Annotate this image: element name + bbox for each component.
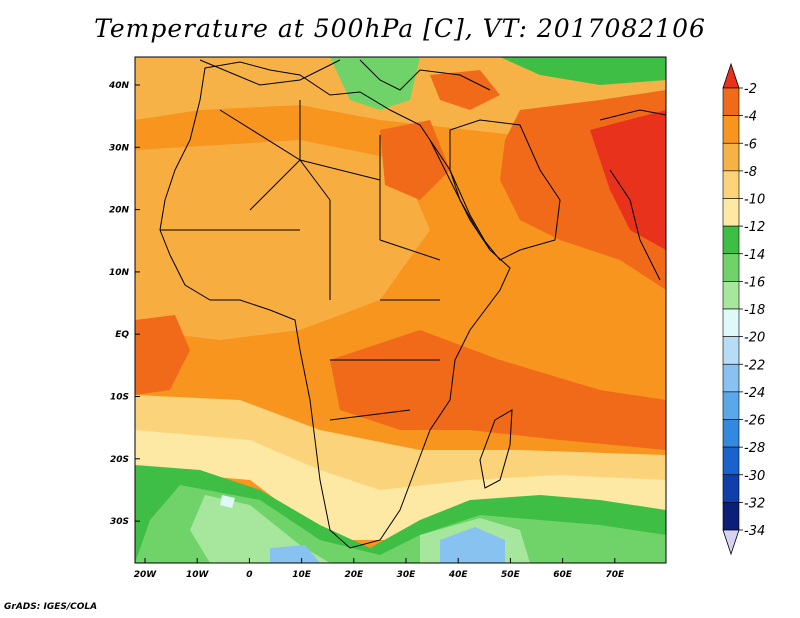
colorbar-swatch	[722, 142, 740, 172]
colorbar-swatch	[722, 391, 740, 420]
lat-tick-label: 10S	[110, 393, 129, 403]
colorbar-swatch	[722, 336, 740, 365]
colorbar-swatch	[722, 281, 740, 310]
colorbar-top-arrow	[722, 62, 740, 89]
colorbar-swatch	[722, 170, 740, 199]
colorbar-swatch	[722, 198, 740, 227]
colorbar-swatch	[722, 115, 740, 144]
colorbar-swatch	[722, 446, 740, 476]
field-caspian-green	[500, 57, 666, 85]
lat-tick-label: 30S	[110, 517, 129, 527]
longitude-axis: 20W 10W 0 10E 20E 30E 40E 50E 60E 70E	[134, 558, 625, 580]
africa-coastline	[159, 61, 511, 549]
field-hot-turkey	[430, 70, 500, 110]
colorbar-swatch	[722, 363, 740, 393]
colorbar-label: -2	[744, 82, 757, 97]
lat-tick-label: 20N	[109, 206, 130, 216]
colorbar-bottom-arrow	[722, 529, 740, 556]
colorbar: -2 -4 -6 -8 -10 -12 -14 -16 -18 -20 -22 -24 -26 -28 -3…	[722, 62, 765, 556]
lon-tick-label: 60E	[553, 570, 573, 580]
lat-tick-label: EQ	[115, 330, 129, 340]
lat-tick-label: 10N	[109, 268, 130, 278]
lon-tick-label: 0	[246, 570, 252, 580]
lat-tick-label: 20S	[110, 455, 129, 465]
colorbar-label: -4	[744, 110, 757, 125]
colorbar-label: -24	[744, 386, 765, 401]
lon-tick-label: 10W	[186, 570, 210, 580]
colorbar-swatch	[722, 502, 740, 531]
colorbar-swatch	[722, 253, 740, 282]
colorbar-swatch	[722, 87, 740, 116]
colorbar-label: -34	[744, 524, 765, 539]
colorbar-label: -10	[744, 193, 765, 208]
colorbar-swatch	[722, 308, 740, 337]
colorbar-label: -32	[744, 496, 765, 511]
colorbar-swatch	[722, 474, 740, 503]
latitude-axis: 40N 30N 20N 10N EQ 10S 20S 30S	[108, 81, 140, 527]
lat-tick-label: 40N	[108, 81, 130, 91]
field-hot-atlantic	[135, 315, 190, 395]
red-sea-coast	[429, 139, 491, 251]
india-coastline	[599, 109, 666, 281]
field-cold-blue-west	[270, 545, 320, 563]
colorbar-label: -28	[744, 441, 765, 456]
field-west-band	[135, 140, 430, 340]
colorbar-label: -12	[744, 220, 765, 235]
lon-tick-label: 70E	[605, 570, 625, 580]
field-med-green	[330, 57, 420, 110]
field-hot-india	[590, 110, 666, 250]
field-hot-egypt	[380, 120, 450, 200]
colorbar-swatch	[722, 225, 740, 255]
colorbar-label: -6	[744, 137, 757, 152]
lon-tick-label: 40E	[448, 570, 469, 580]
colorbar-label: -16	[744, 275, 765, 290]
chart-title: Temperature at 500hPa [C], VT: 201708210…	[94, 14, 706, 43]
colorbar-label: -30	[744, 469, 765, 484]
madagascar-coastline	[479, 409, 513, 489]
europe-coastline	[199, 59, 491, 91]
lon-tick-label: 20W	[134, 570, 158, 580]
colorbar-label: -8	[744, 165, 757, 180]
map-frame	[134, 56, 667, 564]
lat-tick-label: 30N	[109, 143, 130, 153]
colorbar-label: -18	[744, 303, 765, 318]
country-borders	[160, 100, 441, 421]
colorbar-label: -20	[744, 331, 765, 346]
lon-tick-label: 10E	[292, 570, 312, 580]
field-cold-cyan-spot	[220, 495, 235, 508]
coastlines	[159, 59, 666, 549]
temperature-field	[135, 57, 666, 563]
colorbar-swatch	[722, 419, 740, 448]
lon-tick-label: 50E	[501, 570, 521, 580]
arabia-coastline	[449, 119, 561, 261]
lon-tick-label: 30E	[397, 570, 417, 580]
colorbar-label: -14	[744, 248, 765, 263]
field-cold-blue-east	[440, 527, 505, 563]
credit-text: GrADS: IGES/COLA	[4, 602, 98, 612]
colorbar-label: -22	[744, 358, 765, 373]
colorbar-label: -26	[744, 414, 765, 429]
lon-tick-label: 20E	[344, 570, 364, 580]
